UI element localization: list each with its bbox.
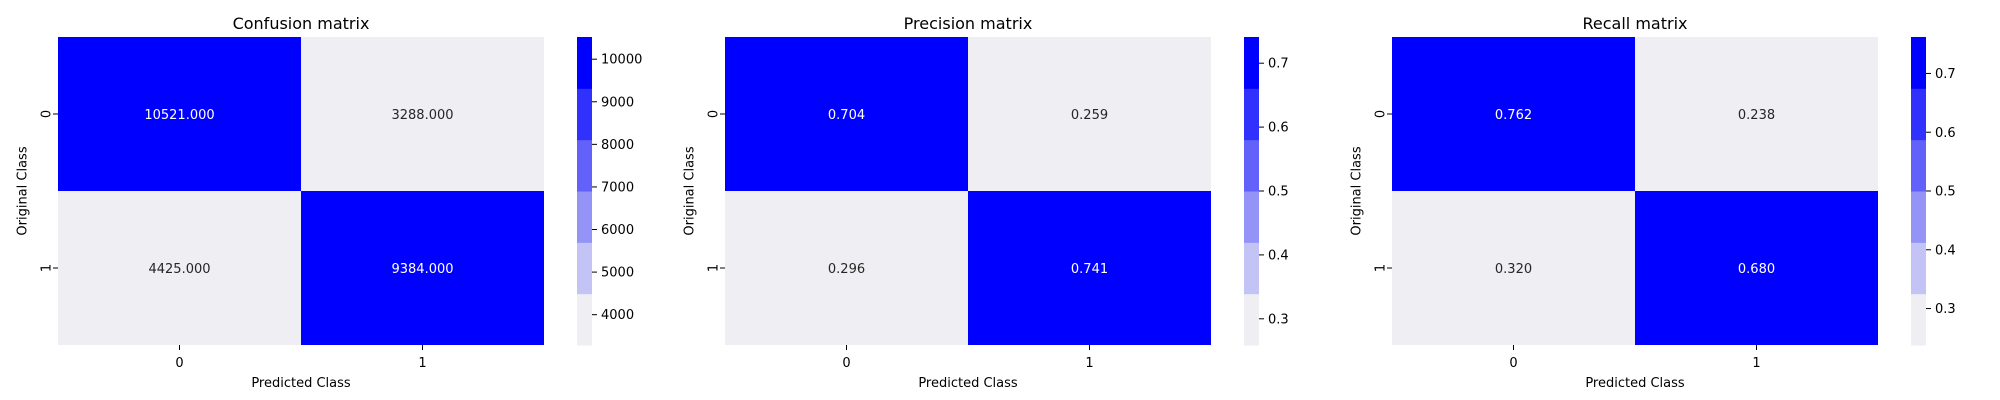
colorbar-band — [577, 191, 592, 243]
x-tick-label: 1 — [418, 356, 426, 371]
y-tick-label: 0 — [707, 110, 722, 118]
cell-label: 10521.000 — [144, 108, 214, 123]
colorbar-band — [1244, 139, 1259, 192]
heatmap-cell — [968, 191, 1211, 345]
colorbar-tick-label: 0.3 — [1268, 312, 1289, 327]
cell-label: 3288.000 — [391, 108, 453, 123]
colorbar-band — [1244, 88, 1259, 141]
colorbar-band — [1244, 293, 1259, 346]
y-axis-label: Original Class — [683, 146, 698, 235]
colorbar-tick-label: 7000 — [601, 180, 634, 195]
heatmap-cell — [725, 37, 968, 191]
colorbar-tick-label: 10000 — [601, 53, 642, 68]
colorbar-band — [577, 37, 592, 89]
heatmap-cell — [1635, 37, 1878, 191]
y-tick-label: 1 — [40, 264, 55, 272]
chart-title: Precision matrix — [904, 14, 1033, 33]
colorbar-tick-label: 8000 — [601, 138, 634, 153]
colorbar-tick-label: 0.3 — [1935, 302, 1956, 317]
cell-label: 0.259 — [1071, 108, 1108, 123]
colorbar-tick-label: 0.4 — [1268, 248, 1289, 263]
colorbar-tick-label: 5000 — [601, 266, 634, 281]
heatmap-cell — [1635, 191, 1878, 345]
x-tick-label: 1 — [1085, 356, 1093, 371]
colorbar-band — [1911, 88, 1926, 141]
heatmap-cell — [1392, 191, 1635, 345]
heatmap-panel: Recall matrix 0.762 0.238 0.320 0.680 0 1 0 1 Pre… — [1350, 14, 1956, 391]
colorbar-band — [1244, 242, 1259, 295]
colorbar-tick-label: 0.7 — [1935, 67, 1956, 82]
x-axis-label: Predicted Class — [918, 376, 1018, 391]
cell-label: 0.762 — [1495, 108, 1532, 123]
colorbar-tick-label: 0.6 — [1935, 126, 1956, 141]
colorbar-band — [1244, 37, 1259, 89]
colorbar-band — [1911, 37, 1926, 89]
colorbar-band — [577, 88, 592, 141]
heatmap-cell — [301, 191, 544, 345]
heatmap-cell — [58, 191, 301, 345]
colorbar-tick-label: 6000 — [601, 223, 634, 238]
cell-label: 0.741 — [1071, 262, 1108, 277]
colorbar-tick-label: 0.7 — [1268, 57, 1289, 72]
x-tick-label: 1 — [1752, 356, 1760, 371]
heatmap-cell — [58, 37, 301, 191]
cell-label: 0.320 — [1495, 262, 1532, 277]
x-tick-label: 0 — [842, 356, 850, 371]
x-axis-label: Predicted Class — [251, 376, 351, 391]
x-tick-label: 0 — [1509, 356, 1517, 371]
colorbar-tick-label: 9000 — [601, 95, 634, 110]
colorbar-band — [577, 242, 592, 295]
cell-label: 0.680 — [1738, 262, 1775, 277]
y-tick-label: 0 — [40, 110, 55, 118]
y-axis-label: Original Class — [16, 146, 31, 235]
chart-title: Confusion matrix — [233, 14, 370, 33]
x-tick-label: 0 — [175, 356, 183, 371]
colorbar-band — [577, 139, 592, 192]
colorbar-tick-label: 0.5 — [1935, 185, 1956, 200]
heatmap-panel: Confusion matrix 10521.000 3288.000 4425.00… — [16, 14, 643, 391]
heatmap-cell — [968, 37, 1211, 191]
heatmap-cell — [1392, 37, 1635, 191]
heatmap-cell — [301, 37, 544, 191]
cell-label: 0.704 — [828, 108, 865, 123]
colorbar-band — [1911, 242, 1926, 295]
x-axis-label: Predicted Class — [1585, 376, 1685, 391]
y-tick-label: 0 — [1374, 110, 1389, 118]
heatmap-panel: Precision matrix 0.704 0.259 0.296 0.741 0 1 0 1… — [683, 14, 1289, 391]
colorbar-band — [1911, 191, 1926, 243]
y-axis-label: Original Class — [1350, 146, 1365, 235]
colorbar-tick-label: 0.6 — [1268, 121, 1289, 136]
colorbar-tick-label: 0.5 — [1268, 185, 1289, 200]
cell-label: 0.238 — [1738, 108, 1775, 123]
colorbar-band — [1911, 139, 1926, 192]
chart-title: Recall matrix — [1583, 14, 1688, 33]
cell-label: 4425.000 — [148, 262, 210, 277]
y-tick-label: 1 — [1374, 264, 1389, 272]
colorbar-tick-label: 4000 — [601, 308, 634, 323]
colorbar-band — [1244, 191, 1259, 243]
colorbar-band — [577, 293, 592, 346]
colorbar-tick-label: 0.4 — [1935, 243, 1956, 258]
heatmap-cell — [725, 191, 968, 345]
colorbar-band — [1911, 293, 1926, 346]
y-tick-label: 1 — [707, 264, 722, 272]
cell-label: 9384.000 — [391, 262, 453, 277]
cell-label: 0.296 — [828, 262, 865, 277]
